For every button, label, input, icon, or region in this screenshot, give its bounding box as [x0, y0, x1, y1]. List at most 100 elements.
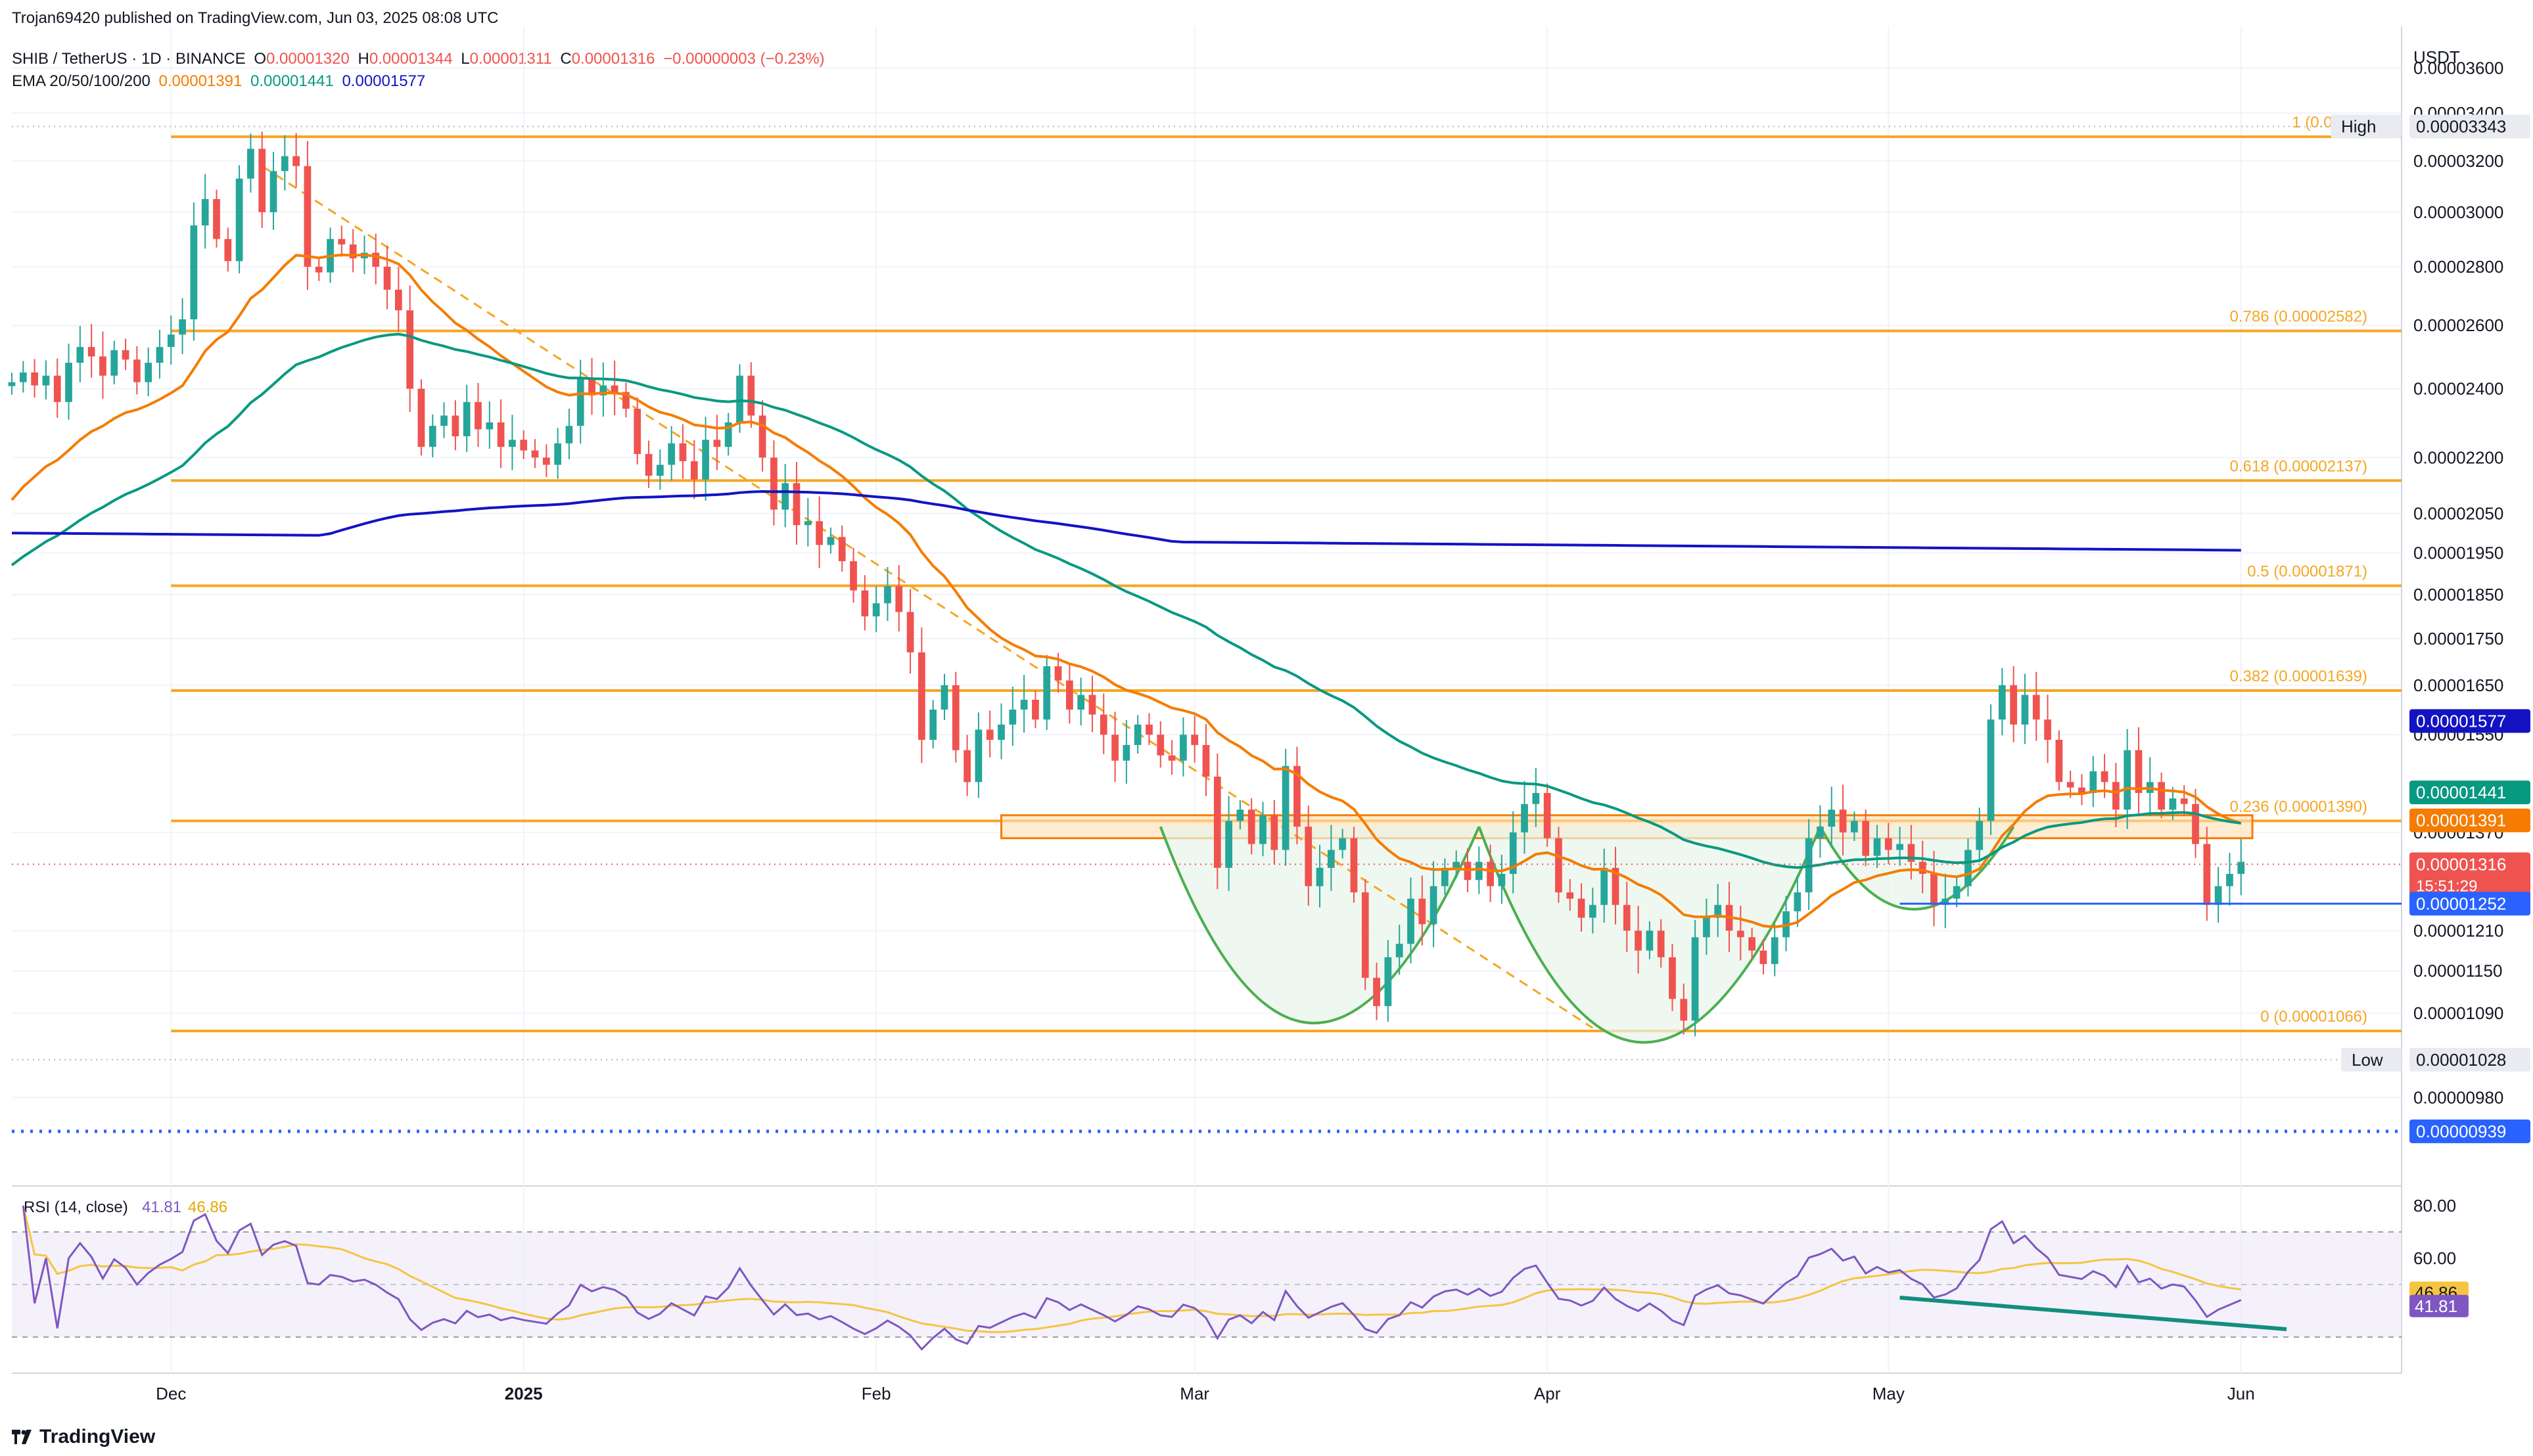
price-tick-label: 0.00001210	[2413, 921, 2503, 940]
candle-body	[1487, 861, 1494, 886]
candle-body	[417, 388, 425, 447]
ema-label: EMA 20/50/100/200	[12, 72, 151, 90]
symbol-name[interactable]: SHIB / TetherUS · 1D · BINANCE	[12, 50, 246, 68]
fib-level-label: 0.786 (0.00002582)	[2229, 308, 2367, 326]
candle-body	[1839, 809, 1847, 832]
candle-body	[758, 415, 766, 458]
pattern-fill-0	[1160, 827, 1479, 1024]
candle-body	[975, 729, 983, 783]
candle-body	[1157, 735, 1165, 756]
candle-body	[2032, 694, 2040, 720]
pattern-curve-0	[1159, 826, 1481, 1025]
candle-body	[42, 375, 50, 386]
candle-body	[1077, 694, 1085, 710]
rsi-value-badge-bg	[2409, 1294, 2469, 1317]
time-tick-label: Dec	[156, 1384, 186, 1403]
candle-body	[2180, 798, 2188, 804]
price-tick-label: 0.00001750	[2413, 629, 2503, 648]
time-tick-label: 2025	[505, 1384, 543, 1403]
candle-body	[634, 409, 641, 454]
support-badge: 0.00001252	[2416, 894, 2506, 913]
rsi-tick-label: 60.00	[2413, 1248, 2456, 1268]
candle-body	[1532, 792, 1540, 804]
candle-body	[2124, 750, 2131, 810]
ohlc-change: −0.00000003 (−0.23%)	[663, 50, 825, 68]
candle-body	[99, 356, 106, 376]
candle-body	[167, 334, 175, 348]
candle-body	[1509, 832, 1517, 875]
candle-body	[770, 457, 778, 510]
low-value-badge-bg	[2409, 1047, 2530, 1072]
candle-body	[542, 457, 550, 465]
candle-body	[2010, 685, 2018, 725]
candle-body	[1247, 809, 1255, 844]
fib-level-label: 0.5 (0.00001871)	[2247, 563, 2367, 581]
ema50-badge-bg	[2409, 781, 2530, 805]
candle-body	[611, 385, 618, 392]
ema50-line	[11, 332, 2241, 869]
candle-body	[1134, 724, 1142, 745]
candle-body	[1475, 861, 1483, 880]
candle-body	[941, 685, 948, 710]
ohlc-l: 0.00001311	[469, 50, 552, 68]
candle-body	[1714, 905, 1722, 918]
candle-body	[804, 521, 812, 526]
candle-body	[1964, 850, 1972, 886]
candle-body	[1941, 898, 1949, 905]
candle-body	[2044, 719, 2051, 740]
candle-body	[1384, 957, 1392, 1007]
candle-body	[258, 148, 266, 212]
candle-body	[1429, 886, 1437, 924]
candle-body	[1441, 867, 1449, 886]
candle-body	[599, 385, 607, 396]
candle-body	[1020, 700, 1028, 710]
candle-body	[201, 198, 209, 226]
candle-body	[1873, 838, 1881, 856]
candle-body	[1032, 700, 1039, 720]
low-tag-bg	[2341, 1047, 2402, 1072]
candle-body	[2021, 694, 2029, 725]
candle-body	[2089, 771, 2097, 793]
candle-body	[338, 239, 346, 245]
symbol-line[interactable]: SHIB / TetherUS · 1D · BINANCE O0.000013…	[12, 50, 829, 68]
candle-body	[1270, 815, 1278, 850]
price-tick-label: 0.00002800	[2413, 257, 2503, 277]
candle-body	[406, 310, 414, 389]
candle-body	[1612, 867, 1619, 905]
candle-body	[1225, 821, 1232, 868]
candle-body	[895, 586, 903, 612]
ema-legend[interactable]: EMA 20/50/100/200 0.00001391 0.00001441 …	[12, 72, 429, 91]
candle-body	[1884, 838, 1892, 850]
rsi-line	[22, 1205, 2242, 1351]
published-line: Trojan69420 published on TradingView.com…	[12, 9, 502, 28]
candle-body	[31, 372, 38, 386]
ohlc-o: 0.00001320	[266, 50, 350, 68]
price-tick-label: 0.00001090	[2413, 1003, 2503, 1023]
candle-body	[1646, 930, 1654, 951]
candle-body	[1680, 999, 1688, 1021]
candle-body	[1316, 867, 1324, 886]
candle-body	[952, 685, 960, 750]
currency-label: USDT	[2413, 47, 2460, 67]
low-value-badge: 0.00001028	[2416, 1050, 2506, 1070]
ohlc-l-label: L	[461, 50, 470, 68]
time-tick-label: Jun	[2227, 1384, 2255, 1403]
time-tick-label: Mar	[1180, 1384, 1209, 1403]
candle-body	[1635, 930, 1642, 951]
price-tick-label: 0.00000980	[2413, 1087, 2503, 1107]
candle-body	[520, 440, 528, 451]
candle-body	[1703, 917, 1710, 938]
candle-body	[588, 378, 595, 396]
price-tick-label: 0.00002050	[2413, 503, 2503, 523]
candle-body	[622, 392, 630, 409]
candle-body	[702, 440, 709, 480]
tradingview-logo[interactable]: TradingView	[12, 1426, 155, 1448]
candle-body	[1976, 821, 1984, 850]
candle-body	[1407, 898, 1414, 944]
candle-body	[668, 443, 676, 465]
candle-body	[2192, 804, 2199, 844]
candle-body	[1350, 838, 1358, 893]
price-tick-label: 0.00002200	[2413, 447, 2503, 467]
candle-body	[2226, 874, 2233, 886]
